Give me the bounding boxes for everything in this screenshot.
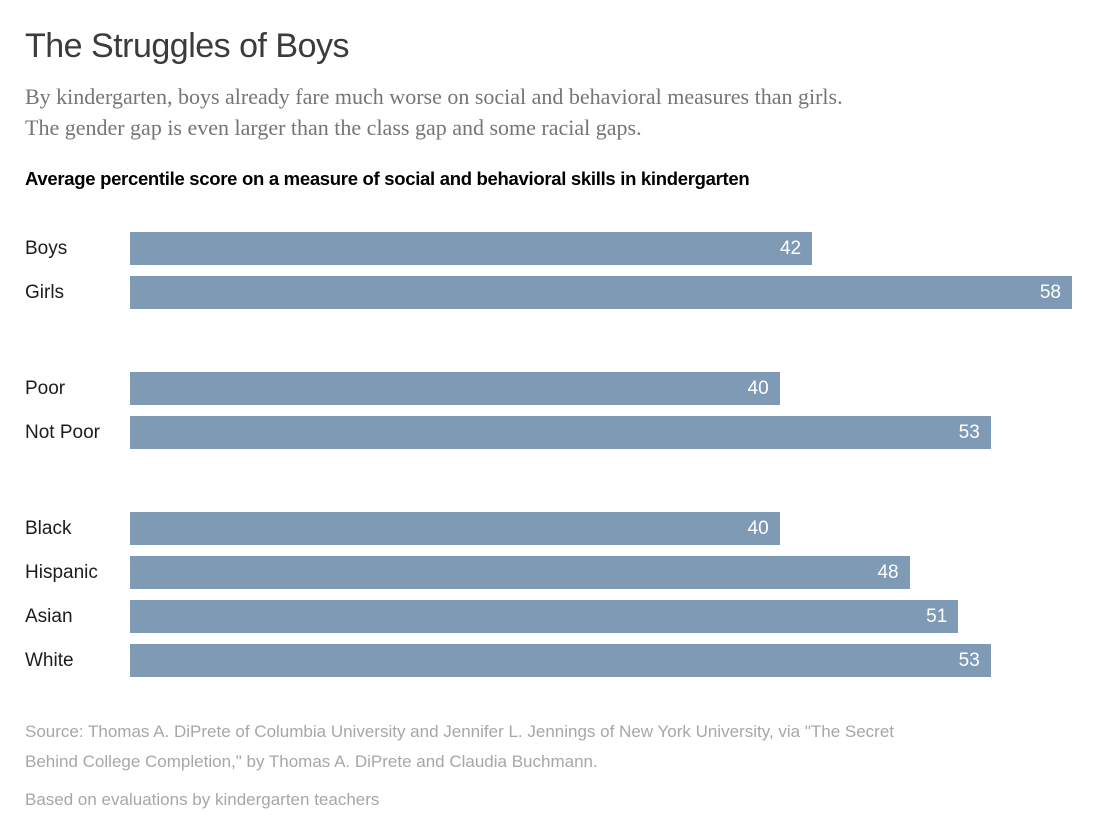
bar: 51 [130, 600, 959, 633]
bar: 40 [130, 512, 780, 545]
bar-group-poverty: Poor 40 Not Poor 53 [25, 372, 1072, 449]
subtitle-line-1: By kindergarten, boys already fare much … [25, 84, 843, 109]
bar-track: 48 [130, 556, 1072, 589]
chart-row: Asian 51 [25, 600, 1072, 633]
bar-track: 51 [130, 600, 1072, 633]
bar-track: 58 [130, 276, 1072, 309]
bar-track: 53 [130, 416, 1072, 449]
chart-row: White 53 [25, 644, 1072, 677]
value-label: 40 [747, 517, 769, 539]
bar-group-race: Black 40 Hispanic 48 Asian 51 White 53 [25, 512, 1072, 677]
category-label: Not Poor [25, 421, 100, 443]
chart-row: Not Poor 53 [25, 416, 1072, 449]
value-label: 48 [877, 561, 899, 583]
bar-track: 40 [130, 512, 1072, 545]
source-line-2: Behind College Completion," by Thomas A.… [25, 752, 598, 771]
source-line-1: Source: Thomas A. DiPrete of Columbia Un… [25, 722, 895, 741]
value-label: 53 [958, 649, 980, 671]
category-label: Poor [25, 377, 66, 399]
page-title: The Struggles of Boys [25, 27, 350, 65]
subtitle-line-2: The gender gap is even larger than the c… [25, 115, 642, 140]
bar-track: 40 [130, 372, 1072, 405]
bar-track: 53 [130, 644, 1072, 677]
value-label: 58 [1039, 281, 1061, 303]
bar: 40 [130, 372, 780, 405]
bar: 58 [130, 276, 1072, 309]
category-label: Asian [25, 605, 73, 627]
page-subtitle: By kindergarten, boys already fare much … [25, 81, 1072, 143]
category-label: White [25, 649, 74, 671]
bar-chart: Boys 42 Girls 58 Poor 40 Not Poor 53 Black 40 Hisp… [25, 232, 1072, 677]
source-credit: Source: Thomas A. DiPrete of Columbia Un… [25, 717, 1072, 777]
category-label: Boys [25, 237, 68, 259]
methodology-note: Based on evaluations by kindergarten tea… [25, 790, 380, 809]
value-label: 40 [747, 377, 769, 399]
bar-track: 42 [130, 232, 1072, 265]
chart-row: Boys 42 [25, 232, 1072, 265]
bar: 53 [130, 416, 991, 449]
bar: 53 [130, 644, 991, 677]
value-label: 53 [958, 421, 980, 443]
chart-row: Black 40 [25, 512, 1072, 545]
category-label: Hispanic [25, 561, 98, 583]
value-label: 51 [926, 605, 948, 627]
bar: 48 [130, 556, 910, 589]
category-label: Girls [25, 281, 65, 303]
bar-group-gender: Boys 42 Girls 58 [25, 232, 1072, 309]
chart-row: Hispanic 48 [25, 556, 1072, 589]
bar: 42 [130, 232, 813, 265]
chart-row: Poor 40 [25, 372, 1072, 405]
chart-row: Girls 58 [25, 276, 1072, 309]
value-label: 42 [779, 237, 802, 259]
chart-heading: Average percentile score on a measure of… [25, 168, 750, 189]
category-label: Black [25, 517, 72, 539]
